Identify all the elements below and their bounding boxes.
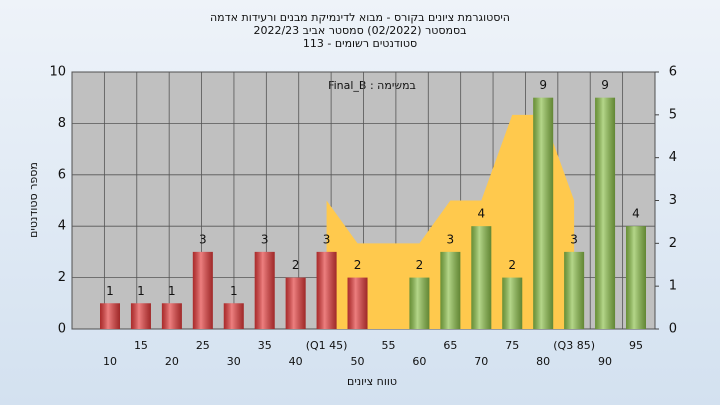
bar-shade <box>533 97 554 329</box>
x-tick-label: 35 <box>258 339 272 352</box>
y-tick-label: 10 <box>49 65 66 80</box>
x-tick-label: 65 <box>443 339 457 352</box>
x-axis-label: טווח ציונים <box>347 375 397 388</box>
bar-shade <box>100 303 120 329</box>
data-label: 1 <box>168 284 176 298</box>
x-tick-label: (Q1 45) <box>306 339 348 352</box>
y2-tick-label: 5 <box>669 107 677 122</box>
data-label: 3 <box>570 232 578 246</box>
bar-shade <box>285 277 306 329</box>
x-tick-label: 30 <box>227 355 241 368</box>
bar-shade <box>409 277 430 329</box>
y2-tick-label: 6 <box>669 65 677 80</box>
data-label: 3 <box>199 232 207 246</box>
bar-shade <box>347 277 368 329</box>
y-tick-label: 0 <box>58 322 66 337</box>
data-label: 4 <box>632 207 640 221</box>
x-tick-label: 60 <box>412 355 426 368</box>
y-tick-label: 4 <box>58 219 66 234</box>
bar-shade <box>161 303 182 329</box>
annotation: Final_B : במשימה <box>328 79 416 92</box>
x-tick-label: 10 <box>103 355 117 368</box>
y-tick-label: 8 <box>58 116 66 131</box>
x-tick-label: 25 <box>196 339 210 352</box>
bar-shade <box>471 226 492 329</box>
y2-tick-label: 3 <box>669 193 677 208</box>
chart-subtitle: סטודנטים רשומים - 113 <box>303 37 417 50</box>
bar-shade <box>564 251 585 329</box>
bar-shade <box>440 251 461 329</box>
chart-title: היסטוגרמת ציונים בקורס - מבוא לדינמיקת מ… <box>210 11 510 24</box>
chart-subtitle: בסמסטר (02/2022) סמסטר אביב 2022/23 <box>253 24 466 37</box>
data-label: 3 <box>447 232 455 246</box>
bar-shade <box>254 251 275 329</box>
y-tick-label: 6 <box>58 167 66 182</box>
bar-shade <box>595 97 616 329</box>
data-label: 1 <box>106 284 114 298</box>
bar-shade <box>130 303 151 329</box>
x-tick-label: 40 <box>289 355 303 368</box>
data-label: 1 <box>230 284 238 298</box>
x-tick-label: 70 <box>474 355 488 368</box>
x-tick-label: 80 <box>536 355 550 368</box>
x-tick-label: (Q3 85) <box>553 339 595 352</box>
x-tick-label: 95 <box>629 339 643 352</box>
area <box>326 114 575 329</box>
bar-shade <box>502 277 523 329</box>
y2-tick-label: 2 <box>669 236 677 251</box>
y2-tick-label: 0 <box>669 322 677 337</box>
y2-tick-label: 4 <box>669 150 677 165</box>
bar-shade <box>192 251 213 329</box>
x-tick-label: 90 <box>598 355 612 368</box>
data-label: 4 <box>477 207 485 221</box>
x-tick-label: 20 <box>165 355 179 368</box>
x-tick-label: 15 <box>134 339 148 352</box>
x-tick-label: 50 <box>351 355 365 368</box>
data-label: 1 <box>137 284 145 298</box>
bar-shade <box>626 226 646 329</box>
y-axis-label: מספר סטודנטים <box>27 162 40 238</box>
data-label: 2 <box>508 258 516 272</box>
x-tick-label: 55 <box>381 339 395 352</box>
data-label: 2 <box>292 258 300 272</box>
data-label: 9 <box>601 78 609 92</box>
x-tick-label: 75 <box>505 339 519 352</box>
data-label: 2 <box>354 258 362 272</box>
data-label: 9 <box>539 78 547 92</box>
data-label: 2 <box>416 258 424 272</box>
y-tick-label: 2 <box>58 270 66 285</box>
data-label: 3 <box>323 232 331 246</box>
y2-tick-label: 1 <box>669 279 677 294</box>
bar-shade <box>223 303 244 329</box>
data-label: 3 <box>261 232 269 246</box>
bar-shade <box>316 251 337 329</box>
